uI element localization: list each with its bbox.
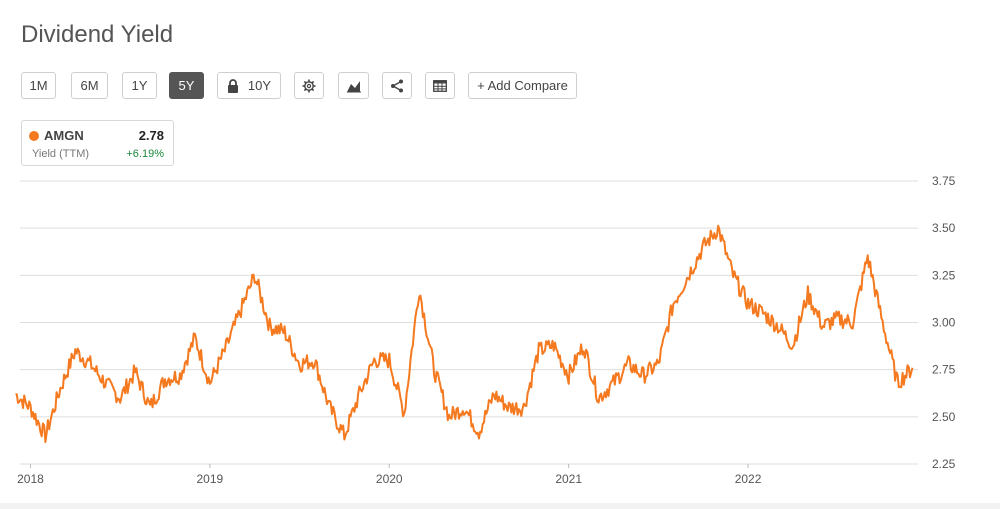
x-tick-label: 2018 <box>17 472 44 486</box>
y-tick-label: 3.50 <box>932 221 956 235</box>
x-tick-label: 2021 <box>555 472 582 486</box>
settings-button[interactable] <box>294 72 324 99</box>
add-compare-button[interactable]: + Add Compare <box>468 72 577 99</box>
footer-divider <box>0 503 1000 509</box>
range-5y-button[interactable]: 5Y <box>169 72 204 99</box>
lock-icon <box>227 78 239 93</box>
series-change: +6.19% <box>126 148 164 160</box>
range-1m-button[interactable]: 1M <box>21 72 56 99</box>
series-color-dot <box>29 131 39 141</box>
range-6m-button[interactable]: 6M <box>71 72 108 99</box>
series-current-value: 2.78 <box>138 128 164 143</box>
x-tick-label: 2022 <box>735 472 762 486</box>
range-10y-label: 10Y <box>247 78 272 93</box>
x-tick-label: 2020 <box>376 472 403 486</box>
series-line-amgn <box>15 224 914 444</box>
dividend-yield-chart: 3.75 3.50 3.25 3.00 2.75 2.50 2.25 2018 2019 2020… <box>15 174 956 486</box>
series-legend-card: AMGN 2.78 Yield (TTM) +6.19% <box>21 120 174 166</box>
y-tick-label: 2.25 <box>932 457 956 471</box>
share-icon <box>390 79 404 93</box>
series-metric-label: Yield (TTM) <box>32 148 90 160</box>
table-view-button[interactable] <box>425 72 455 99</box>
range-1y-button[interactable]: 1Y <box>122 72 157 99</box>
series-symbol: AMGN <box>44 128 84 143</box>
chart-type-button[interactable] <box>338 72 369 99</box>
gear-icon <box>302 79 316 93</box>
y-tick-label: 3.00 <box>932 316 956 330</box>
table-icon <box>433 79 447 92</box>
share-button[interactable] <box>382 72 412 99</box>
page-title: Dividend Yield <box>21 21 174 48</box>
chart-type-icon <box>346 79 362 93</box>
y-tick-label: 2.75 <box>932 363 956 377</box>
y-tick-label: 3.25 <box>932 268 956 282</box>
y-tick-label: 3.75 <box>932 174 956 188</box>
range-10y-button[interactable]: 10Y <box>217 72 281 99</box>
x-tick-label: 2019 <box>197 472 224 486</box>
y-tick-label: 2.50 <box>932 410 956 424</box>
